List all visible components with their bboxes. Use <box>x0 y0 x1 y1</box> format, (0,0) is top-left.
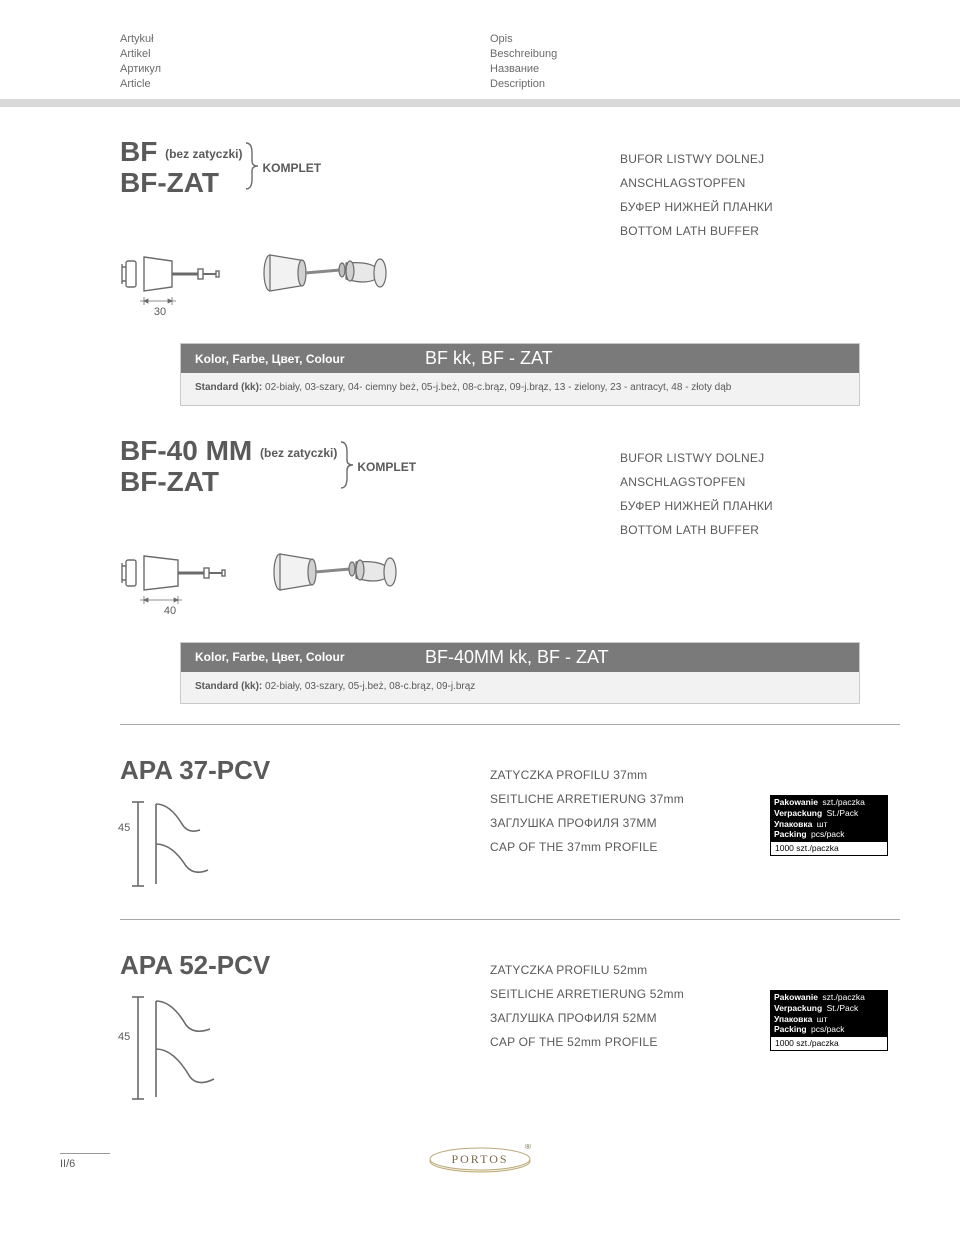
color-table-bf: Kolor, Farbe, Цвет, Colour BF kk, BF - Z… <box>180 343 860 406</box>
desc-line: CAP OF THE 52mm PROFILE <box>490 1030 770 1054</box>
buffer-side-icon <box>120 239 230 309</box>
desc-line: SEITLICHE ARRETIERUNG 52mm <box>490 982 770 1006</box>
product-title-bfzat: BF-ZAT <box>120 168 242 199</box>
product-title-apa52: APA 52-PCV <box>120 950 490 981</box>
description-apa52: ZATYCZKA PROFILU 52mm SEITLICHE ARRETIER… <box>490 950 770 1054</box>
title-sub: (bez zatyczki) <box>165 147 242 161</box>
section-bf40: BF-40 MM (bez zatyczki) BF-ZAT KOMPLET B… <box>0 436 960 705</box>
header-label: Название <box>490 62 557 77</box>
header-label: Artikel <box>120 47 490 62</box>
packing-labels: Pakowanie szt./paczka Verpackung St./Pac… <box>770 795 888 842</box>
header-label: Opis <box>490 32 557 47</box>
header-label: Beschreibung <box>490 47 557 62</box>
color-value: BF-40MM kk, BF - ZAT <box>425 647 609 668</box>
divider-band <box>0 99 960 107</box>
header-label: Article <box>120 77 490 92</box>
komplet-label: KOMPLET <box>262 161 321 175</box>
profile-cap-52-icon <box>120 989 250 1109</box>
brace-icon <box>337 440 357 490</box>
color-label: Kolor, Farbe, Цвет, Colour <box>195 352 425 366</box>
desc-line: SEITLICHE ARRETIERUNG 37mm <box>490 787 770 811</box>
page-number: II/6 <box>60 1153 110 1170</box>
color-table-bf40: Kolor, Farbe, Цвет, Colour BF-40MM kk, B… <box>180 642 860 705</box>
logo-portos: PORTOS ® <box>425 1144 535 1179</box>
desc-line: ZATYCZKA PROFILU 37mm <box>490 763 770 787</box>
product-title-bf: BF (bez zatyczki) <box>120 137 242 168</box>
section-apa37: APA 37-PCV 45 ZATYCZKA PROFILU 37mm SE <box>0 755 960 899</box>
packing-box: Pakowanie szt./paczka Verpackung St./Pac… <box>770 990 888 1050</box>
desc-line: ZATYCZKA PROFILU 52mm <box>490 958 770 982</box>
packing-labels: Pakowanie szt./paczka Verpackung St./Pac… <box>770 990 888 1037</box>
header-label: Description <box>490 77 557 92</box>
desc-line: ЗАГЛУШКА ПРОФИЛЯ 37MM <box>490 811 770 835</box>
buffer-assembly-icon <box>250 233 400 313</box>
brace-icon <box>242 141 262 191</box>
desc-line: BOTTOM LATH BUFFER <box>620 219 900 243</box>
desc-line: БУФЕР НИЖНЕЙ ПЛАНКИ <box>620 494 900 518</box>
desc-line: ANSCHLAGSTOPFEN <box>620 171 900 195</box>
header-labels: Artykuł Artikel Артикул Article Opis Bes… <box>0 0 960 99</box>
header-label: Артикул <box>120 62 490 77</box>
buffer-side-icon <box>120 538 240 608</box>
desc-line: BOTTOM LATH BUFFER <box>620 518 900 542</box>
desc-line: БУФЕР НИЖНЕЙ ПЛАНКИ <box>620 195 900 219</box>
header-col-description: Opis Beschreibung Название Description <box>490 32 557 91</box>
dimension-label: 45 <box>118 822 130 834</box>
dimension-label: 45 <box>118 1031 130 1043</box>
product-title-apa37: APA 37-PCV <box>120 755 490 786</box>
description-bf: BUFOR LISTWY DOLNEJ ANSCHLAGSTOPFEN БУФЕ… <box>620 137 900 243</box>
section-bf: BF (bez zatyczki) BF-ZAT KOMPLET BUFOR L… <box>0 137 960 406</box>
page-footer: II/6 PORTOS ® <box>0 1144 960 1179</box>
desc-line: BUFOR LISTWY DOLNEJ <box>620 446 900 470</box>
title-main: BF-40 MM <box>120 435 252 466</box>
packing-box: Pakowanie szt./paczka Verpackung St./Pac… <box>770 795 888 855</box>
header-col-article: Artykuł Artikel Артикул Article <box>120 32 490 91</box>
packing-qty: 1000 szt./paczka <box>770 842 888 856</box>
color-body: Standard (kk): 02-biały, 03-szary, 05-j.… <box>181 672 859 704</box>
svg-text:®: ® <box>525 1144 531 1151</box>
divider <box>120 919 900 920</box>
desc-line: ANSCHLAGSTOPFEN <box>620 470 900 494</box>
packing-qty: 1000 szt./paczka <box>770 1037 888 1051</box>
logo-icon: PORTOS ® <box>425 1144 535 1174</box>
desc-line: ЗАГЛУШКА ПРОФИЛЯ 52MM <box>490 1006 770 1030</box>
title-sub: (bez zatyczki) <box>260 446 337 460</box>
illustration-bf: 30 <box>120 233 900 318</box>
brace-komplet: KOMPLET <box>347 442 416 460</box>
divider <box>120 724 900 725</box>
title-main: BF <box>120 136 157 167</box>
product-title-bf40: BF-40 MM (bez zatyczki) <box>120 436 337 467</box>
komplet-label: KOMPLET <box>357 460 416 474</box>
illustration-bf40: 40 <box>120 532 900 617</box>
svg-text:PORTOS: PORTOS <box>451 1152 508 1166</box>
color-value: BF kk, BF - ZAT <box>425 348 553 369</box>
header-label: Artykuł <box>120 32 490 47</box>
section-apa52: APA 52-PCV 45 ZATYCZKA PROFILU 52mm SE <box>0 950 960 1114</box>
product-title-bf40zat: BF-ZAT <box>120 467 337 498</box>
color-body: Standard (kk): 02-biały, 03-szary, 04- c… <box>181 373 859 405</box>
color-label: Kolor, Farbe, Цвет, Colour <box>195 650 425 664</box>
description-apa37: ZATYCZKA PROFILU 37mm SEITLICHE ARRETIER… <box>490 755 770 859</box>
buffer-assembly-icon <box>260 532 410 612</box>
profile-cap-37-icon <box>120 794 250 894</box>
desc-line: BUFOR LISTWY DOLNEJ <box>620 147 900 171</box>
description-bf40: BUFOR LISTWY DOLNEJ ANSCHLAGSTOPFEN БУФЕ… <box>620 436 900 542</box>
brace-komplet: KOMPLET <box>252 143 321 161</box>
desc-line: CAP OF THE 37mm PROFILE <box>490 835 770 859</box>
